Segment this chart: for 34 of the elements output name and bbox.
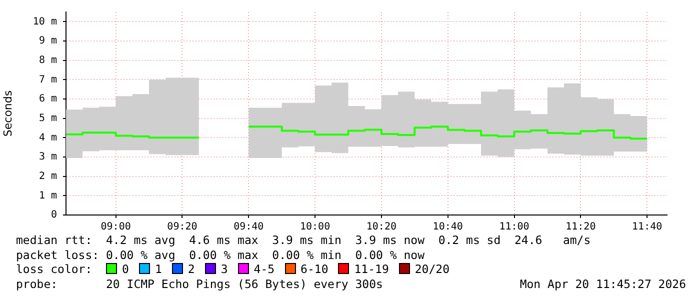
legend-label: 2 [188, 262, 195, 276]
y-tick-label: 0 [50, 210, 57, 221]
x-tick-label: 09:20 [167, 222, 198, 233]
x-tick-label: 11:20 [566, 222, 596, 233]
y-tick-label: 3 m [38, 152, 57, 163]
y-tick-label: 9 m [38, 36, 57, 47]
legend-label: 0 [122, 262, 129, 276]
y-tick-label: 5 m [38, 112, 57, 124]
y-tick-label: 4 m [38, 132, 57, 144]
y-tick-label: 10 m [32, 16, 57, 28]
x-tick-label: 11:40 [632, 222, 662, 233]
y-tick-label: 8 m [38, 54, 57, 66]
x-tick-label: 10:40 [432, 222, 463, 233]
text: Mon Apr 20 11:45:27 2026 [520, 276, 686, 291]
x-tick-label: 09:40 [234, 222, 264, 233]
legend-title: loss color: [16, 262, 94, 276]
legend-label: 4-5 [254, 262, 275, 276]
legend-label: 1 [154, 262, 162, 276]
text: packet loss: 0.00 % avg 0.00 % max 0.00 % min 0.00 % now [16, 248, 426, 262]
y-tick-label: 6 m [38, 94, 57, 105]
legend-label: 11-19 [354, 262, 389, 276]
text: median rtt: 4.2 ms avg 4.6 ms max 3.9 ms min 3.9 ms now 0.2 ms sd 24.6 am/s [16, 233, 592, 248]
x-tick-label: 09:00 [100, 222, 131, 233]
y-tick-label: 7 m [38, 74, 57, 86]
legend-label: 20/20 [414, 262, 450, 276]
x-tick-label: 11:00 [499, 222, 530, 233]
y-tick-label: 1 m [38, 190, 57, 202]
y-axis-title: Seconds [1, 90, 14, 137]
y-tick-label: 2 m [38, 170, 57, 182]
x-tick-label: 10:20 [366, 222, 396, 233]
x-tick-label: 10:00 [300, 222, 330, 233]
legend-label: 6-10 [300, 262, 328, 276]
text: probe: 20 ICMP Echo Pings (56 Bytes) every 300s [16, 276, 383, 290]
legend-label: 3 [220, 262, 228, 276]
